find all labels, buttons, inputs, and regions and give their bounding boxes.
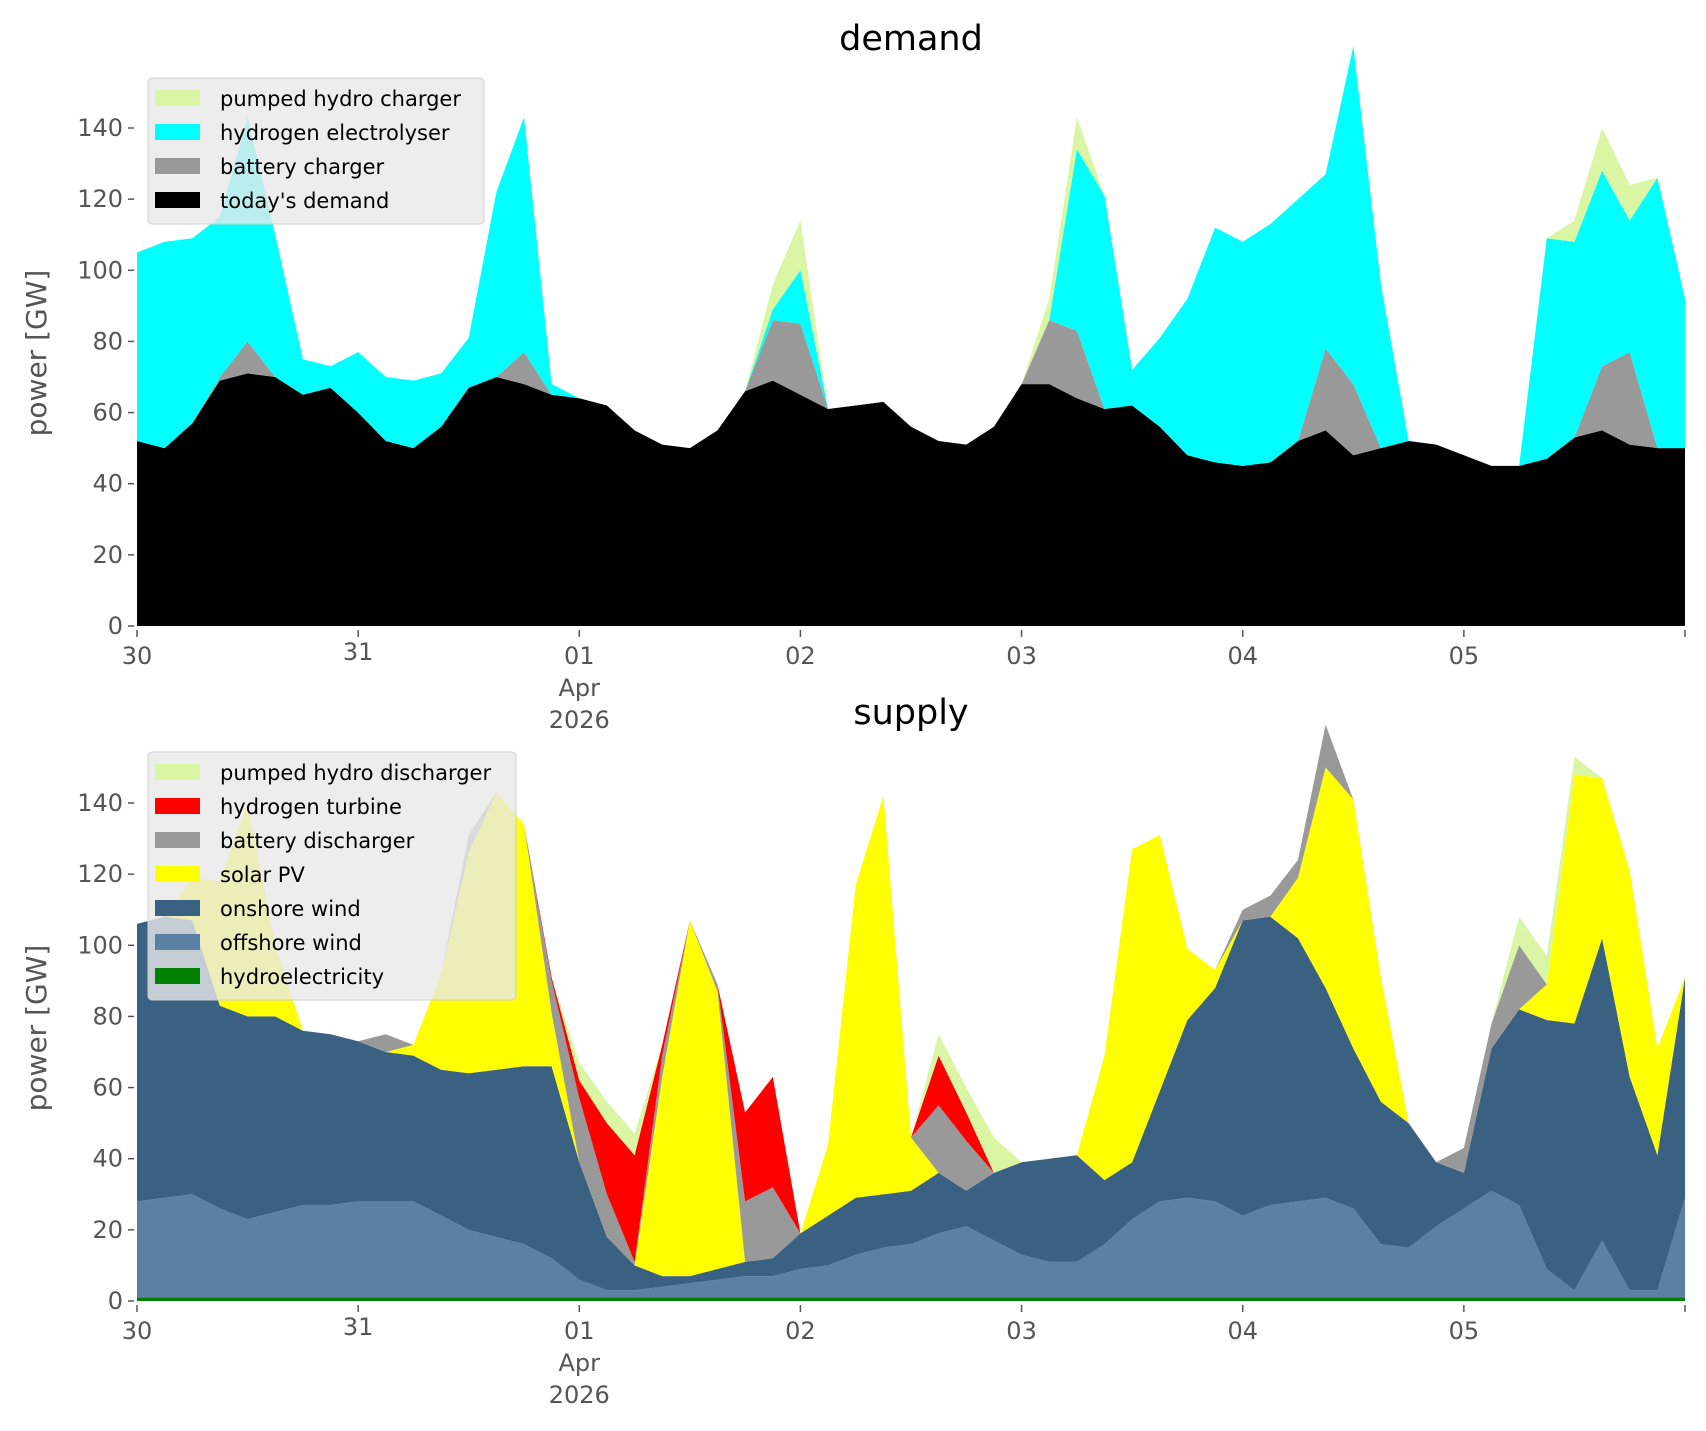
legend-swatch — [155, 158, 200, 174]
legend: pumped hydro discharger hydrogen turbine b… — [147, 751, 517, 1001]
legend-swatch — [155, 934, 200, 950]
y-tick-label: 60 — [92, 399, 123, 427]
legend-label: onshore wind — [220, 897, 361, 921]
legend-label: battery charger — [220, 155, 385, 179]
x-tick-label: 02 — [785, 1317, 816, 1345]
chart-title: supply — [853, 693, 968, 733]
x-tick-label: 01 — [564, 1317, 595, 1345]
area-hydrogen-electrolyser — [137, 46, 1685, 466]
x-tick-label: 30 — [122, 642, 153, 670]
legend-label: hydrogen turbine — [220, 795, 402, 819]
x-tick-label: 31 — [343, 1313, 374, 1341]
x-tick-label: 05 — [1449, 642, 1480, 670]
legend-swatch — [155, 764, 200, 780]
y-tick-label: 100 — [77, 256, 123, 284]
y-tick-label: 140 — [77, 114, 123, 142]
legend-swatch — [155, 968, 200, 984]
legend-swatch — [155, 866, 200, 882]
legend-label: battery discharger — [220, 829, 415, 853]
chart-title: demand — [839, 19, 983, 59]
legend-label: today's demand — [220, 189, 389, 213]
area-onshore-wind — [137, 916, 1685, 1291]
y-tick-label: 20 — [92, 541, 123, 569]
legend-swatch — [155, 90, 200, 106]
legend: pumped hydro charger hydrogen electrolyse… — [147, 77, 485, 225]
y-tick-label: 120 — [77, 185, 123, 213]
y-tick-label: 120 — [77, 860, 123, 888]
area-hydroelectricity — [137, 1297, 1685, 1301]
x-tick-label: 01 — [564, 642, 595, 670]
x-tick-label: 31 — [343, 638, 374, 666]
legend-label: solar PV — [220, 863, 305, 887]
legend-swatch — [155, 798, 200, 814]
area-today-s-demand — [137, 373, 1685, 626]
area-battery-charger — [137, 320, 1685, 466]
legend-box — [147, 77, 485, 225]
y-tick-label: 100 — [77, 931, 123, 959]
y-tick-label: 80 — [92, 1002, 123, 1030]
legend-label: pumped hydro discharger — [220, 761, 491, 785]
y-tick-label: 140 — [77, 789, 123, 817]
x-tick-label: 04 — [1227, 642, 1258, 670]
y-tick-label: 0 — [108, 612, 123, 640]
x-tick-sublabel: Apr — [559, 1349, 601, 1377]
x-tick-label: 04 — [1227, 1317, 1258, 1345]
legend-label: pumped hydro charger — [220, 87, 461, 111]
legend-swatch — [155, 900, 200, 916]
x-tick-sublabel: 2026 — [549, 706, 610, 734]
y-tick-label: 80 — [92, 327, 123, 355]
x-tick-label: 03 — [1006, 642, 1037, 670]
legend-swatch — [155, 832, 200, 848]
y-tick-label: 60 — [92, 1074, 123, 1102]
y-tick-label: 40 — [92, 470, 123, 498]
legend-label: hydrogen electrolyser — [220, 121, 450, 145]
y-axis-label: power [GW] — [20, 945, 53, 1112]
x-tick-label: 05 — [1449, 1317, 1480, 1345]
legend-box — [147, 751, 517, 1001]
x-tick-label: 30 — [122, 1317, 153, 1345]
legend-label: offshore wind — [220, 931, 362, 955]
y-axis-label: power [GW] — [20, 270, 53, 437]
x-tick-label: 02 — [785, 642, 816, 670]
y-tick-label: 0 — [108, 1287, 123, 1315]
area-solar-pv — [137, 767, 1685, 1277]
legend-swatch — [155, 192, 200, 208]
x-tick-sublabel: 2026 — [549, 1381, 610, 1409]
legend-label: hydroelectricity — [220, 965, 384, 989]
y-tick-label: 20 — [92, 1216, 123, 1244]
x-tick-sublabel: Apr — [559, 674, 601, 702]
x-tick-label: 03 — [1006, 1317, 1037, 1345]
area-offshore-wind — [137, 1190, 1685, 1298]
y-tick-label: 40 — [92, 1145, 123, 1173]
legend-swatch — [155, 124, 200, 140]
